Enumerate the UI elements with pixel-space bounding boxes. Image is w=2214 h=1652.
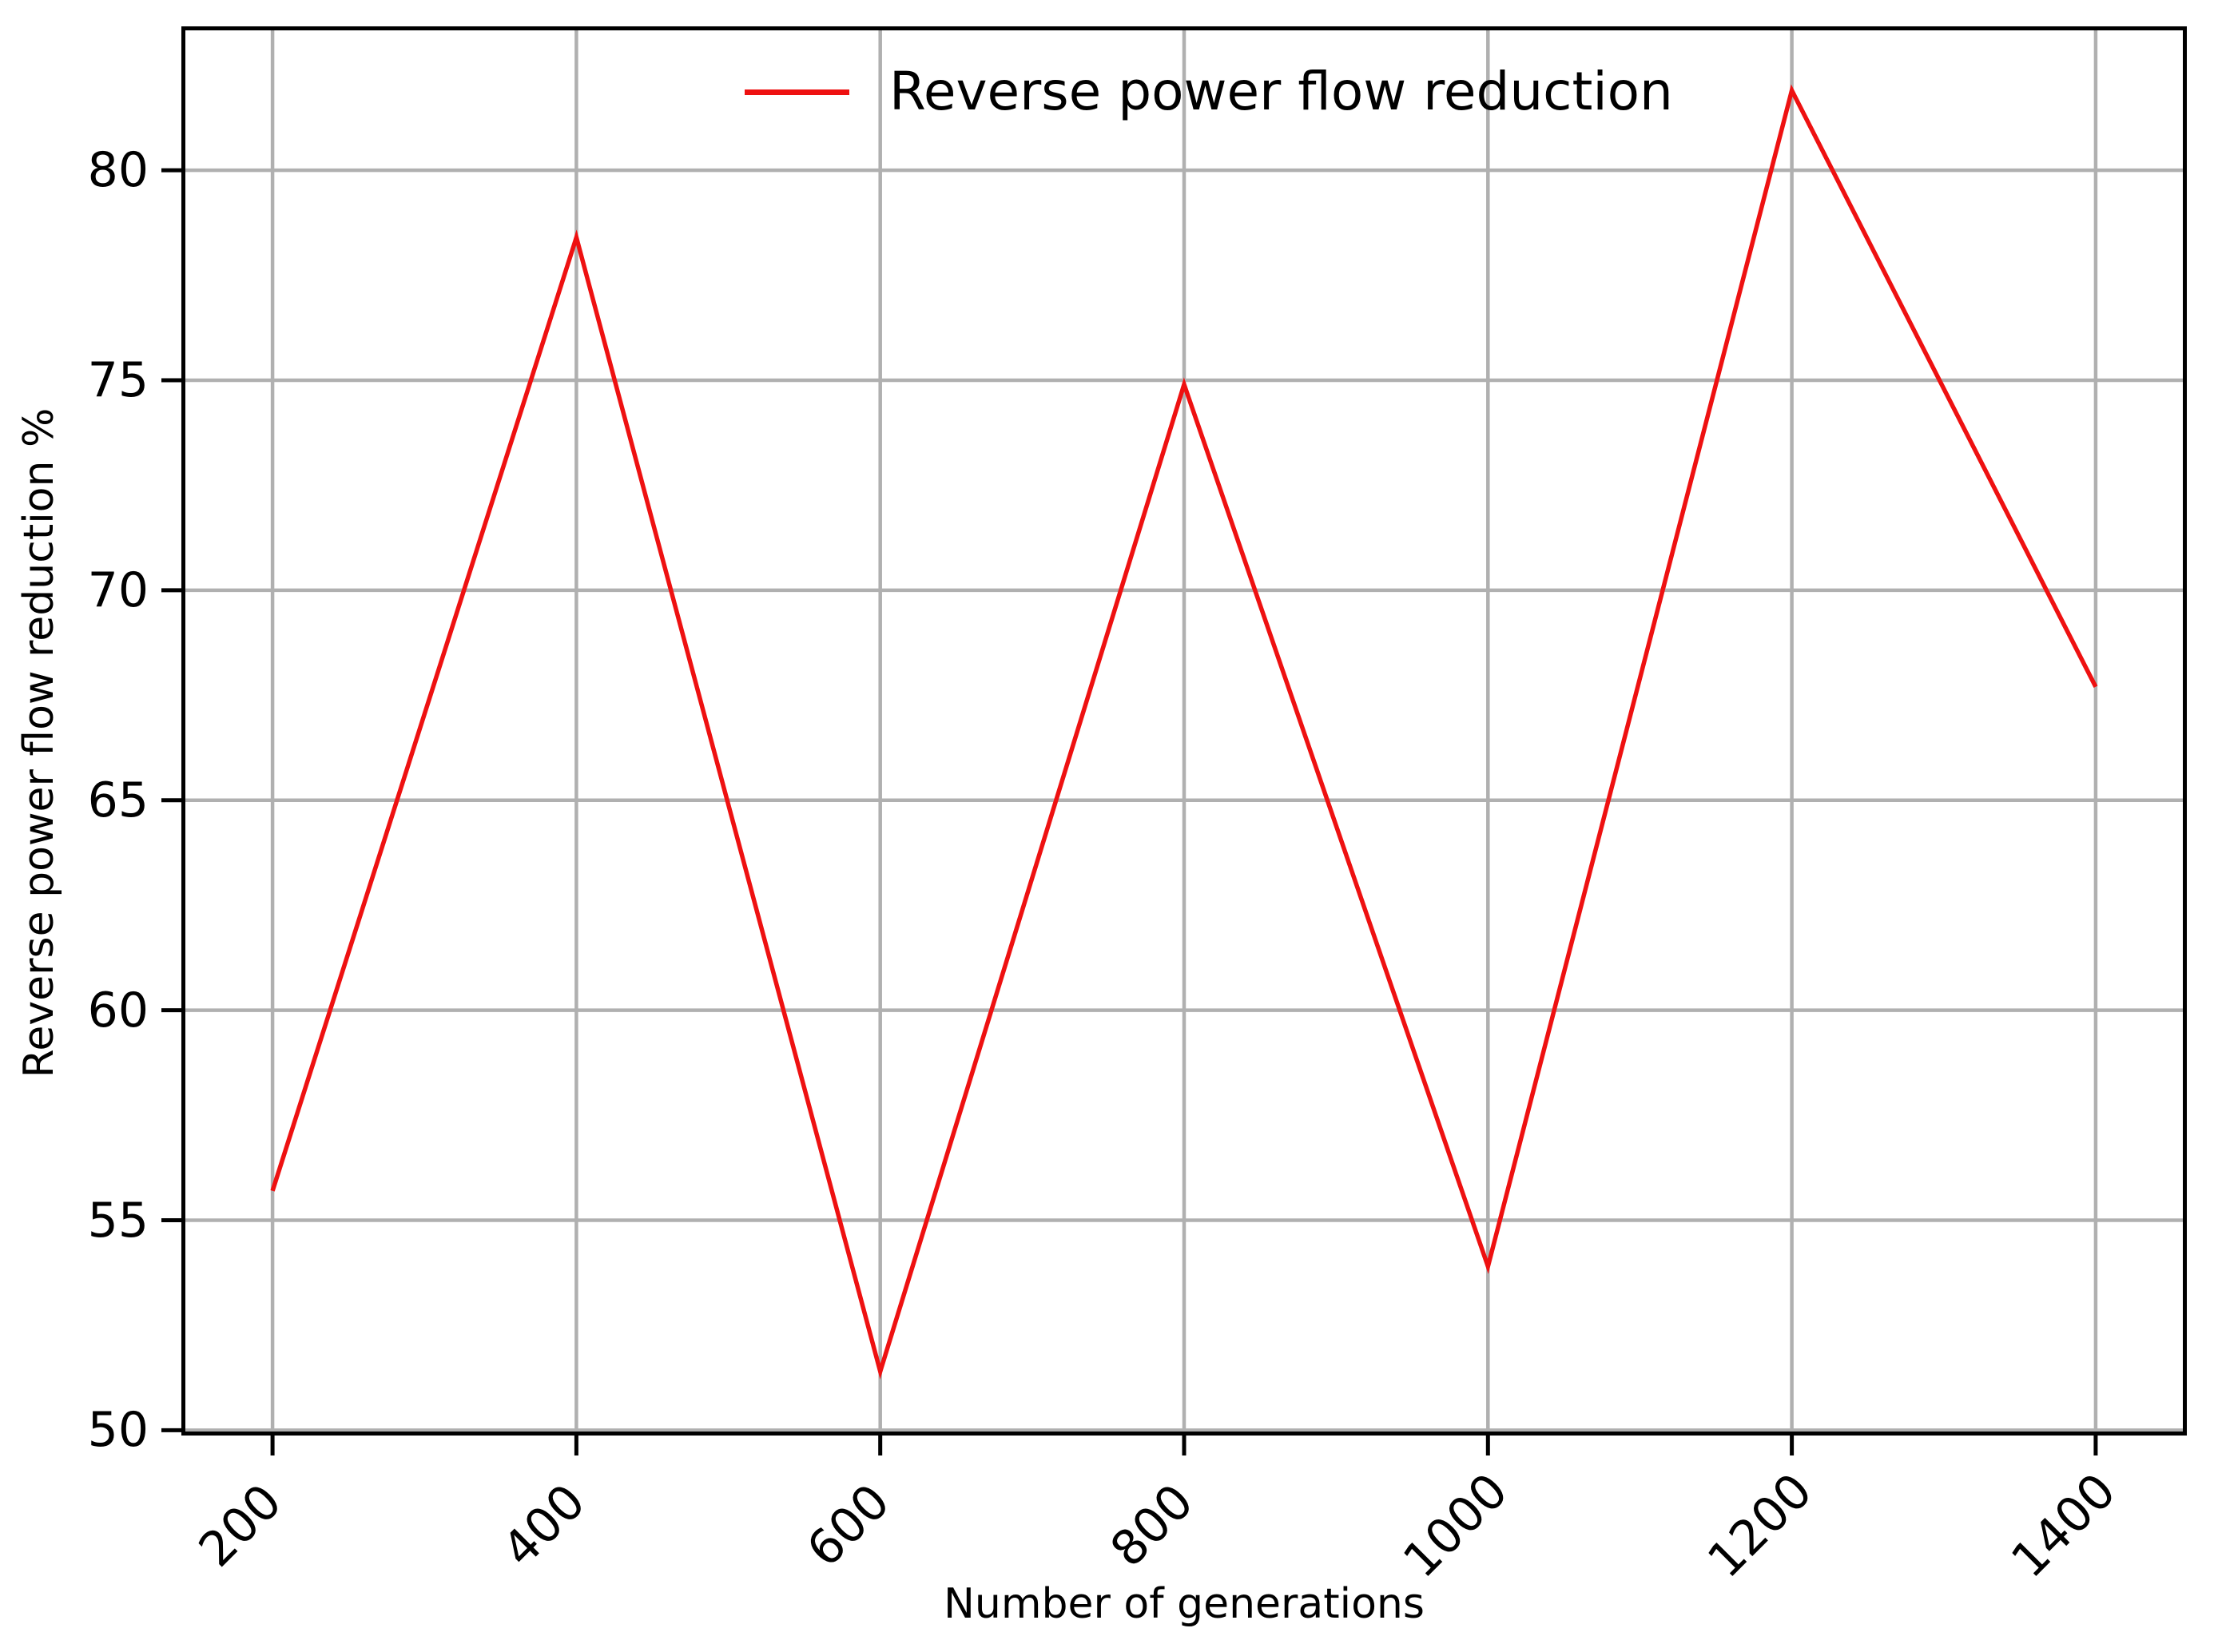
axes-spines: [181, 26, 2187, 1436]
y-tick-label: 60: [87, 982, 149, 1038]
y-tick-label: 50: [87, 1402, 149, 1459]
y-tick-label: 65: [87, 772, 149, 828]
data-line: [270, 84, 2098, 1380]
legend: Reverse power flow reduction: [745, 50, 1673, 133]
x-axis-label: Number of generations: [944, 1580, 1425, 1628]
y-tick-label: 80: [87, 142, 149, 199]
legend-line-swatch: [745, 89, 849, 95]
y-tick-label: 70: [87, 562, 149, 618]
y-axis-label: Reverse power flow reduction %: [15, 407, 63, 1078]
legend-label: Reverse power flow reduction: [889, 61, 1673, 122]
y-tick-label: 55: [87, 1192, 149, 1249]
y-tick-label: 75: [87, 351, 149, 408]
